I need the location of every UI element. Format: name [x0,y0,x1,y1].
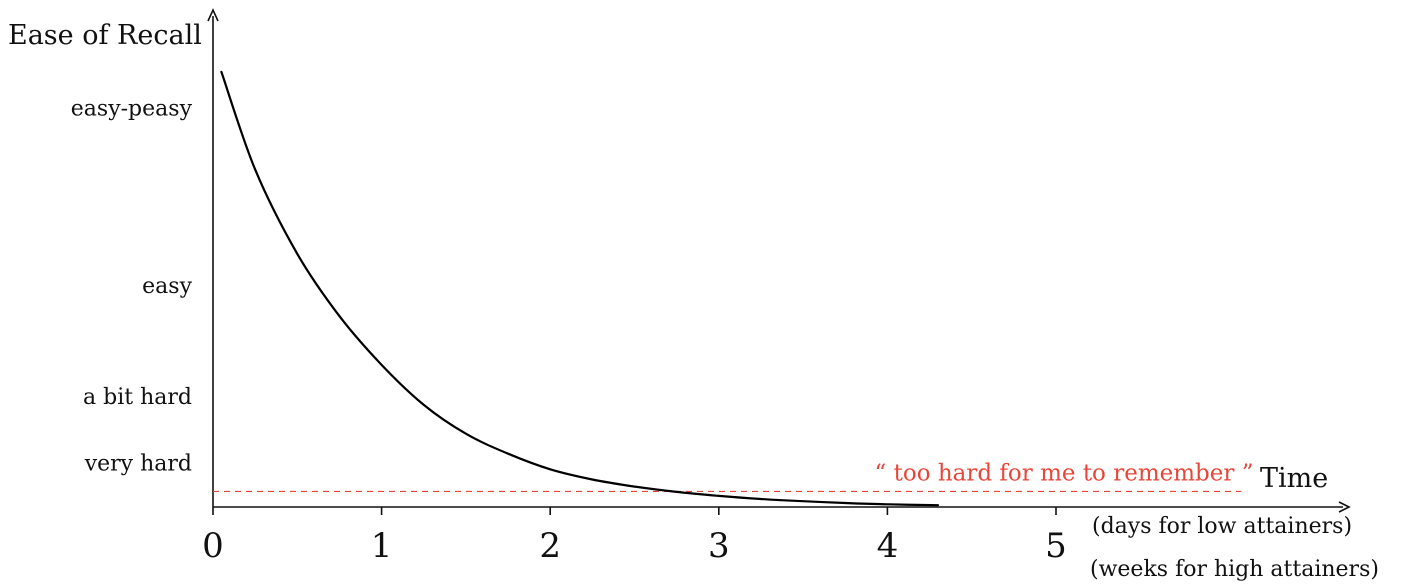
axes [207,8,1351,513]
x-tick-label: 4 [877,526,899,566]
y-axis-arrow-icon [207,8,219,22]
y-tick-label: a bit hard [83,385,192,410]
y-tick-label: very hard [84,452,192,477]
series-group [220,70,940,507]
y-tick-labels: very hard a bit hard easy easy-peasy [71,96,193,476]
forgetting-curve-line [220,70,940,507]
threshold-label: “ too hard for me to remember ” [875,460,1254,486]
y-tick-label: easy-peasy [71,96,193,121]
x-axis-note-weeks: (weeks for high attainers) [1090,557,1379,582]
x-axis-note-days: (days for low attainers) [1092,514,1352,539]
x-ticks: 0 1 2 3 4 5 [202,507,1067,566]
threshold-group: “ too hard for me to remember ” [213,460,1254,493]
x-axis-label: Time [1260,463,1328,494]
y-tick-label: easy [142,274,192,299]
x-tick-label: 1 [371,526,393,566]
x-tick-label: 3 [708,526,730,566]
x-tick-label: 5 [1045,526,1067,566]
x-tick-label: 0 [202,526,224,566]
x-axis-arrow-icon [1338,501,1351,513]
y-axis-label: Ease of Recall [8,20,202,51]
x-tick-label: 2 [539,526,561,566]
